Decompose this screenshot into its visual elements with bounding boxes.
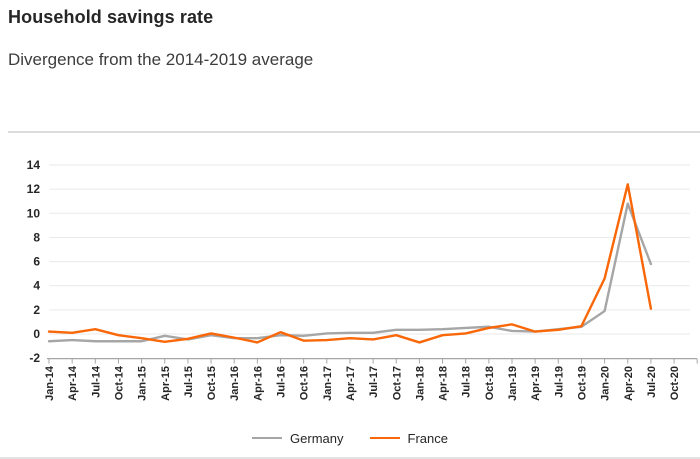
legend-item-germany: Germany xyxy=(252,430,344,446)
chart-area: -2 0 2 4 6 8 10 12 14 Jan-14 Apr-14 Jul-14 Oct-14 Jan… xyxy=(0,135,700,425)
chart-subtitle: Divergence from the 2014-2019 average xyxy=(8,50,314,69)
legend-swatch-france xyxy=(369,437,400,439)
x-tick-label: Jul-19 xyxy=(553,366,565,398)
x-tick-label: Jul-14 xyxy=(90,365,102,398)
x-tick-label: Apr-15 xyxy=(160,366,172,401)
y-tick-label: 4 xyxy=(33,279,40,293)
x-tick-label: Oct-19 xyxy=(576,366,588,400)
x-tick-label: Jan-14 xyxy=(44,365,56,401)
legend-label: Germany xyxy=(290,430,344,446)
x-tick-label: Oct-16 xyxy=(299,366,311,400)
legend-item-france: France xyxy=(369,430,448,446)
x-tick-label: Apr-19 xyxy=(530,366,542,401)
y-tick-label: 0 xyxy=(33,327,40,341)
x-tick-label: Jan-19 xyxy=(507,366,519,401)
legend-label: France xyxy=(407,430,448,446)
x-tick-label: Jul-16 xyxy=(276,366,288,398)
x-tick-label: Apr-14 xyxy=(67,365,79,401)
bottom-border xyxy=(0,457,700,459)
x-tick-label: Oct-14 xyxy=(113,365,125,400)
x-tick-label: Jul-18 xyxy=(461,366,473,398)
divider-line xyxy=(8,131,700,133)
x-tick-label: Apr-17 xyxy=(345,366,357,401)
legend: Germany France xyxy=(0,427,700,449)
x-tick-label: Jan-17 xyxy=(322,366,334,401)
y-tick-label: 12 xyxy=(27,182,41,196)
y-tick-label: 8 xyxy=(33,230,40,244)
y-tick-label: 2 xyxy=(33,303,40,317)
y-tick-label: 6 xyxy=(33,255,40,269)
series-line-france xyxy=(47,183,653,344)
x-tick-label: Jul-15 xyxy=(183,366,195,398)
x-tick-label: Apr-20 xyxy=(623,366,635,401)
legend-swatch-germany xyxy=(252,437,283,439)
x-tick-label: Jan-16 xyxy=(229,366,241,401)
x-tick-label: Oct-20 xyxy=(669,366,681,400)
chart-title: Household savings rate xyxy=(8,7,214,27)
x-tick-label: Apr-18 xyxy=(438,366,450,401)
x-tick-label: Jul-20 xyxy=(646,366,658,398)
y-tick-label: 10 xyxy=(27,206,41,220)
series-line-germany xyxy=(47,202,653,343)
y-tick-label: -2 xyxy=(29,351,40,365)
x-tick-label: Oct-18 xyxy=(484,366,496,400)
x-tick-label: Jul-17 xyxy=(368,366,380,398)
x-tick-label: Jan-15 xyxy=(137,366,149,401)
x-tick-label: Jan-20 xyxy=(600,366,612,401)
x-tick-label: Jan-18 xyxy=(414,366,426,401)
y-tick-label: 14 xyxy=(27,158,41,172)
line-chart: -2 0 2 4 6 8 10 12 14 Jan-14 Apr-14 Jul-14 Oct-14 Jan… xyxy=(27,158,698,401)
x-tick-label: Oct-17 xyxy=(391,366,403,400)
x-tick-label: Apr-16 xyxy=(252,366,264,401)
x-tick-label: Oct-15 xyxy=(206,366,218,400)
